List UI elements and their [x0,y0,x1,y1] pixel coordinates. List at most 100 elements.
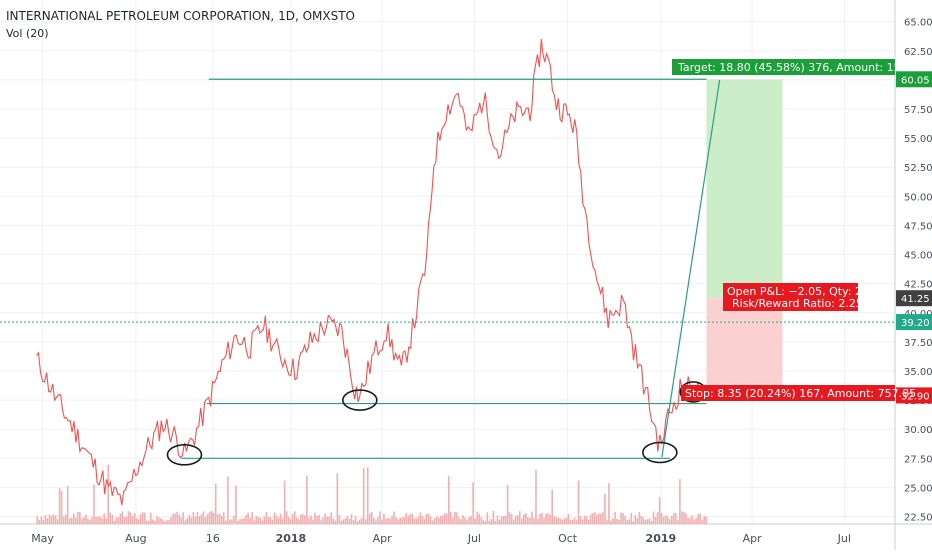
y-tick-label: 57.50 [904,105,932,116]
volume-bar [464,517,466,524]
volume-bar [660,512,663,524]
volume-bar [681,511,683,524]
x-tick-label: Apr [373,532,393,545]
volume-bar [675,513,677,524]
volume-bar [622,512,624,524]
open-pl-text: Open P&L: −2.05, Qty: 29 [727,285,869,298]
volume-bar [525,513,527,524]
volume-bar [44,515,47,524]
volume-bar [516,515,519,524]
volume-bar [279,513,282,524]
volume-bar [170,516,172,524]
projection-line [661,79,721,458]
volume-bar [642,517,645,524]
chart-symbol-title: INTERNATIONAL PETROLEUM CORPORATION, 1D,… [6,9,355,23]
x-tick-label: 16 [206,532,220,545]
volume-bar [241,518,243,524]
volume-bar [293,511,296,524]
volume-bar [393,511,395,524]
volume-bar [557,517,560,524]
volume-bar [472,482,474,524]
volume-bar [687,517,689,524]
volume-bar [452,517,454,524]
volume-bar [403,516,406,524]
volume-bar [448,476,450,524]
volume-bar [693,519,695,524]
volume-bar [527,517,529,524]
volume-bar [413,518,416,524]
volume-bar [328,516,331,524]
volume-bar [239,519,241,524]
volume-bar [50,516,53,524]
volume-bar [397,519,399,524]
pl-callout-box [723,283,858,311]
volume-bar [113,520,116,524]
volume-bar [192,511,195,524]
volume-bar [614,511,616,524]
volume-bar [658,497,661,524]
volume-bar [537,518,539,524]
y-tick-label: 37.50 [904,338,932,349]
volume-bar [606,520,608,524]
loss-zone [706,298,783,396]
volume-bar [563,518,566,524]
volume-bar [512,519,515,524]
volume-bar [650,520,653,524]
volume-bar [626,520,628,524]
volume-bar [652,511,655,524]
volume-bar [636,517,639,524]
volume-bar [589,514,592,524]
volume-bar [445,513,448,524]
volume-bar [54,515,57,524]
volume-bar [229,519,231,524]
volume-bar [618,519,620,524]
volume-bar [304,515,306,524]
volume-bar [338,514,341,524]
volume-bar [105,518,108,524]
volume-bar [571,520,574,524]
volume-bar [168,519,170,524]
volume-bar [79,512,81,524]
volume-bar [699,513,701,524]
volume-bar [218,513,221,524]
y-tick-label: 52.50 [904,163,932,174]
x-tick-label: Jul [467,532,481,545]
volume-bar [208,511,211,524]
volume-bar [419,512,422,524]
volume-bar [346,515,349,524]
volume-bar [235,485,237,524]
volume-bar [466,520,468,524]
volume-bar [644,519,647,524]
volume-bar [249,517,251,524]
volume-bar [553,516,556,524]
volume-bar [591,513,594,524]
volume-bar [691,515,693,524]
volume-bar [206,513,209,524]
stop-callout-text: Stop: 8.35 (20.24%) 167, Amount: 757.85 [685,387,916,400]
volume-bar [75,517,77,524]
volume-bar [36,516,39,524]
volume-bar [620,512,622,524]
volume-bar [310,515,312,524]
volume-bar [360,517,363,524]
volume-bar [370,511,373,524]
volume-bar [377,517,379,524]
volume-bar [184,520,187,524]
volume-bar [679,479,681,524]
y-tick-label: 27.50 [904,454,932,465]
volume-bar [401,517,403,524]
volume-bar [316,515,318,524]
volume-bar [514,515,517,524]
volume-bar [375,520,377,524]
target-callout-box [672,59,895,75]
volume-bar [186,517,189,524]
y-tick-label: 47.50 [904,221,932,232]
volume-bar [541,512,543,524]
volume-bar [188,514,191,524]
volume-bar [409,514,412,524]
volume-bar [77,511,79,524]
volume-bar [93,484,95,524]
volume-bar [399,517,401,524]
volume-bar [190,517,193,524]
